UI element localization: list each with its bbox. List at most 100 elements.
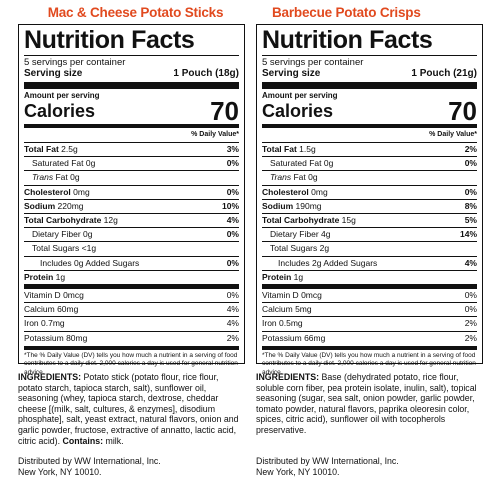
divider-thick [24, 82, 239, 89]
distributor-text: Distributed by WW International, Inc. New… [18, 456, 243, 477]
nutrient-dv: 2% [226, 332, 239, 343]
nutrient-amount: 0mcg [301, 290, 322, 301]
nutrient-label: Total Fat [262, 144, 297, 154]
nutrient-label: Cholesterol [262, 186, 309, 197]
nutrient-row-saturated-fat: Saturated Fat 0g 0% [24, 157, 239, 172]
nutrient-row-cholesterol: Cholesterol 0mg 0% [24, 186, 239, 200]
nutrient-label: Saturated Fat [270, 158, 322, 169]
nutrient-row-trans-fat: Trans Fat 0g [262, 171, 477, 186]
divider-medium [24, 345, 239, 350]
nutrient-label: Trans [32, 172, 54, 183]
nutrient-amount: 2g [319, 243, 330, 254]
contains-value: milk. [105, 435, 124, 446]
nutrition-facts-title: Nutrition Facts [262, 26, 433, 54]
calories-label: Calories [262, 101, 334, 121]
nutrient-label: Includes [278, 257, 310, 268]
nutrient-label: Protein [24, 271, 54, 282]
nutrient-amount: 0g [70, 172, 80, 183]
nutrient-amount: 0mcg [63, 290, 84, 301]
divider-medium [262, 345, 477, 350]
nutrient-label: Total Fat [24, 144, 59, 154]
nutrient-row-added-sugars: Includes 2g Added Sugars 4% [262, 257, 477, 271]
nutrient-label-rest: Added Sugars [85, 257, 140, 268]
nutrient-amount: 0g [308, 172, 318, 183]
divider-thick [262, 284, 477, 290]
nutrient-dv: 0% [226, 257, 239, 268]
nutrient-row-potassium: Potassium 66mg 2% [262, 332, 477, 345]
nutrition-facts-panel: Nutrition Facts 5 servings per container… [18, 24, 245, 376]
ingredients-text: INGREDIENTS: Base (dehydrated potato, ri… [256, 372, 481, 436]
nutrient-amount: 0.7mg [41, 318, 65, 329]
nutrient-row-calcium: Calcium 5mg 0% [262, 303, 477, 318]
nutrient-label: Dietary Fiber [270, 229, 319, 240]
nutrient-amount: 0mg [311, 186, 328, 197]
nutrient-label: Iron [262, 318, 277, 329]
distributor-text: Distributed by WW International, Inc. New… [256, 456, 481, 477]
nutrient-row-sodium: Sodium 220mg 10% [24, 200, 239, 215]
nutrient-dv: 2% [464, 332, 477, 343]
servings-per-container: 5 servings per container [262, 55, 477, 68]
nutrient-amount: 4g [321, 229, 331, 240]
nutrient-row-total-carbohydrate: Total Carbohydrate 15g 5% [262, 214, 477, 229]
nutrient-amount: 2.5g [61, 144, 78, 154]
nutrient-amount: 0mg [73, 186, 90, 197]
nutrient-amount: 15g [341, 215, 356, 226]
ingredients-label: INGREDIENTS: [256, 372, 320, 382]
nutrient-row-added-sugars: Includes 0g Added Sugars 0% [24, 257, 239, 271]
nutrient-label-rest: Added Sugars [323, 257, 378, 268]
serving-size-value: 1 Pouch (21g) [411, 68, 477, 79]
nutrient-row-iron: Iron 0.5mg 2% [262, 317, 477, 332]
nutrient-amount: 0g [85, 158, 96, 169]
nutrient-dv: 3% [226, 144, 239, 154]
nutrient-label: Trans [270, 172, 292, 183]
serving-size-row: Serving size 1 Pouch (18g) [24, 68, 239, 80]
nutrient-amount: 12g [103, 215, 118, 226]
ingredients-list: Potato stick (potato flour, rice flour, … [18, 372, 239, 446]
nutrient-label: Sodium [24, 200, 56, 211]
nutrient-label: Total Carbohydrate [24, 215, 102, 226]
nutrient-amount: 0.5mg [279, 318, 303, 329]
serving-size-row: Serving size 1 Pouch (21g) [262, 68, 477, 80]
daily-value-footnote: *The % Daily Value (DV) tells you how mu… [262, 351, 476, 376]
nutrient-label: Sodium [262, 200, 294, 211]
nutrient-dv: 0% [464, 158, 477, 169]
product-title: Mac & Cheese Potato Sticks [47, 5, 224, 20]
nutrient-row-total-sugars: Total Sugars <1g [24, 242, 239, 257]
nutrient-row-vitamin-d: Vitamin D 0mcg 0% [24, 289, 239, 304]
nutrient-dv: 0% [226, 229, 239, 240]
nutrient-row-sodium: Sodium 190mg 8% [262, 200, 477, 215]
distributor-line-1: Distributed by WW International, Inc. [256, 456, 399, 466]
servings-per-container: 5 servings per container [24, 55, 239, 68]
divider-medium [24, 124, 239, 128]
ingredients-text: INGREDIENTS: Potato stick (potato flour,… [18, 372, 243, 446]
nutrient-dv: 4% [464, 257, 477, 268]
nutrient-label: Calcium [262, 304, 293, 315]
nutrition-facts-panel: Nutrition Facts 5 servings per container… [256, 24, 483, 376]
nutrient-amount: 1.5g [299, 144, 316, 154]
nutrient-row-potassium: Potassium 80mg 2% [24, 332, 239, 345]
calories-row: Calories 70 [24, 96, 239, 126]
nutrient-dv: 5% [464, 215, 477, 226]
product-mac-cheese: Mac & Cheese Potato Sticks Nutrition Fac… [18, 0, 253, 500]
nutrient-label: Total Carbohydrate [262, 215, 340, 226]
nutrient-label: Protein [262, 271, 292, 282]
nutrient-dv: 0% [464, 186, 477, 197]
nutrient-label: Potassium [262, 332, 302, 343]
calories-label: Calories [24, 101, 96, 121]
serving-size-label: Serving size [262, 68, 321, 79]
nutrient-dv: 2% [464, 144, 477, 154]
nutrient-dv: 2% [464, 318, 477, 329]
nutrient-row-dietary-fiber: Dietary Fiber 4g 14% [262, 228, 477, 243]
serving-size-label: Serving size [24, 68, 83, 79]
calories-value: 70 [210, 96, 239, 126]
ingredients-label: INGREDIENTS: [18, 372, 82, 382]
nutrient-label: Calcium [24, 304, 55, 315]
divider-thick [262, 82, 477, 89]
nutrient-amount: 1g [293, 271, 304, 282]
nutrient-label: Dietary Fiber [32, 229, 81, 240]
nutrient-amount: 0g [323, 158, 334, 169]
daily-value-header: % Daily Value* [24, 128, 239, 143]
nutrient-row-total-carbohydrate: Total Carbohydrate 12g 4% [24, 214, 239, 229]
nutrient-amount: 2g [312, 257, 322, 268]
nutrient-row-saturated-fat: Saturated Fat 0g 0% [262, 157, 477, 172]
